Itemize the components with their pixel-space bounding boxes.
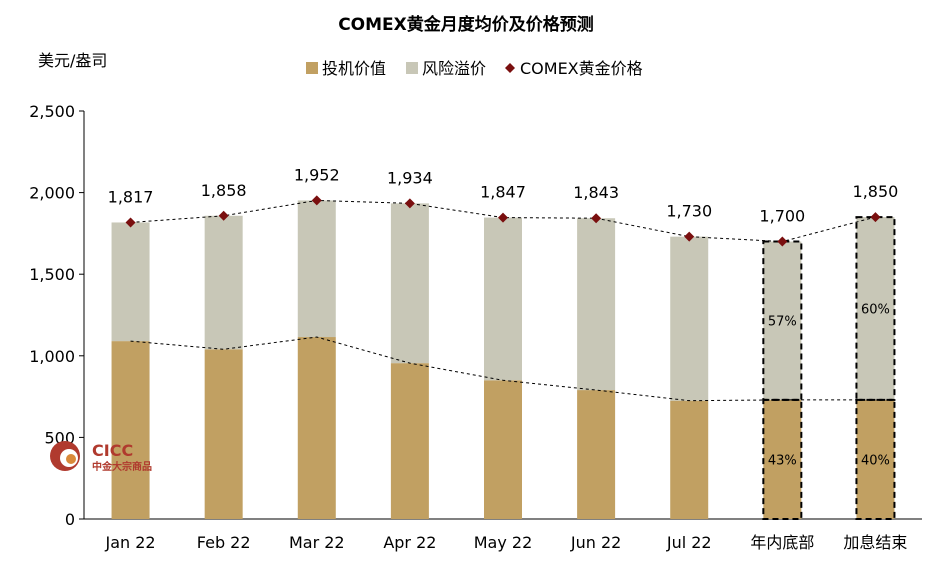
risk-share-label: 60% xyxy=(861,302,890,317)
bar-risk-premium xyxy=(204,215,243,350)
data-labels: 1,817 1,858 1,952 1,934 1,847 1,843 1,730 1,700… xyxy=(108,165,899,468)
bar-risk-premium xyxy=(763,241,802,400)
bar-spec-value xyxy=(484,380,522,519)
price-markers xyxy=(125,195,881,247)
price-data-label: 1,952 xyxy=(294,165,340,184)
price-marker xyxy=(870,212,881,223)
price-data-label: 1,700 xyxy=(759,207,805,226)
price-marker xyxy=(498,212,508,223)
bar-spec-value xyxy=(763,399,802,519)
forecast-outline-risk xyxy=(855,216,896,401)
y-tick-label: 1,000 xyxy=(29,347,75,366)
forecast-outline-risk xyxy=(762,240,803,401)
price-marker xyxy=(684,231,695,242)
spec-share-label: 43% xyxy=(768,453,797,468)
price-trend-line xyxy=(130,199,876,243)
legend-label-risk: 风险溢价 xyxy=(422,59,486,78)
price-data-label: 1,847 xyxy=(480,183,526,202)
x-tick-label: Jan 22 xyxy=(105,533,156,552)
price-data-label: 1,730 xyxy=(666,202,712,221)
x-tick-label: 加息结束 xyxy=(843,533,907,552)
bar-risk-premium xyxy=(297,200,336,338)
x-ticks: Jan 22 Feb 22 Mar 22 Apr 22 May 22 Jun 22 Jul … xyxy=(105,533,908,552)
x-tick-label: Jul 22 xyxy=(666,533,712,552)
y-tick-label: 2,500 xyxy=(29,102,75,121)
x-tick-label: Feb 22 xyxy=(197,533,251,552)
x-tick-label: May 22 xyxy=(474,533,533,552)
legend-label-spec: 投机价值 xyxy=(322,59,386,78)
price-data-label: 1,817 xyxy=(108,187,154,206)
price-marker xyxy=(218,210,229,221)
legend-marker-price xyxy=(505,63,515,73)
bar-risk-premium xyxy=(484,217,522,381)
legend-swatch-spec xyxy=(306,62,318,74)
bar-spec-value xyxy=(856,399,895,519)
x-tick-label: Jun 22 xyxy=(570,533,621,552)
risk-share-label: 57% xyxy=(768,315,797,330)
x-tick-label: Apr 22 xyxy=(383,533,436,552)
price-marker xyxy=(777,236,788,247)
bar-risk-premium xyxy=(577,218,616,391)
y-tick-label: 1,500 xyxy=(29,265,75,284)
x-tick-label: 年内底部 xyxy=(750,533,814,552)
chart-title: COMEX黄金月度均价及价格预测 xyxy=(338,14,594,35)
forecast-outline-spec xyxy=(762,398,803,521)
legend-swatch-risk xyxy=(406,62,418,74)
y-tick-label: 2,000 xyxy=(29,184,75,203)
y-axis-unit: 美元/盎司 xyxy=(38,51,107,70)
price-data-label: 1,934 xyxy=(387,168,433,187)
spec-trend-line xyxy=(130,336,876,402)
bar-risk-premium xyxy=(670,236,709,401)
cicc-logo: CICC 中金大宗商品 xyxy=(50,441,152,473)
logo-subtitle: 中金大宗商品 xyxy=(92,460,152,473)
bars xyxy=(111,200,896,521)
price-data-label: 1,843 xyxy=(573,183,619,202)
y-tick-label: 0 xyxy=(65,510,75,529)
logo-name: CICC xyxy=(92,441,133,460)
price-marker xyxy=(591,213,602,224)
bar-spec-value xyxy=(390,363,429,519)
bar-risk-premium xyxy=(856,217,895,400)
forecast-outline-spec xyxy=(855,398,896,521)
price-marker xyxy=(125,217,136,228)
price-marker xyxy=(311,195,322,206)
spec-share-label: 40% xyxy=(861,453,890,468)
price-data-label: 1,850 xyxy=(853,182,899,201)
x-tick-label: Mar 22 xyxy=(289,533,345,552)
connector-lines xyxy=(130,199,876,402)
bar-spec-value xyxy=(204,349,243,519)
price-marker xyxy=(404,198,415,209)
bar-risk-premium xyxy=(111,222,150,342)
bar-spec-value xyxy=(297,337,336,519)
bar-risk-premium xyxy=(390,203,429,364)
legend-label-price: COMEX黄金价格 xyxy=(520,59,643,78)
legend: 投机价值 风险溢价 COMEX黄金价格 xyxy=(306,59,643,78)
bar-spec-value xyxy=(670,400,709,519)
price-data-label: 1,858 xyxy=(201,181,247,200)
bar-spec-value xyxy=(577,390,616,519)
bar-spec-value xyxy=(111,341,150,519)
